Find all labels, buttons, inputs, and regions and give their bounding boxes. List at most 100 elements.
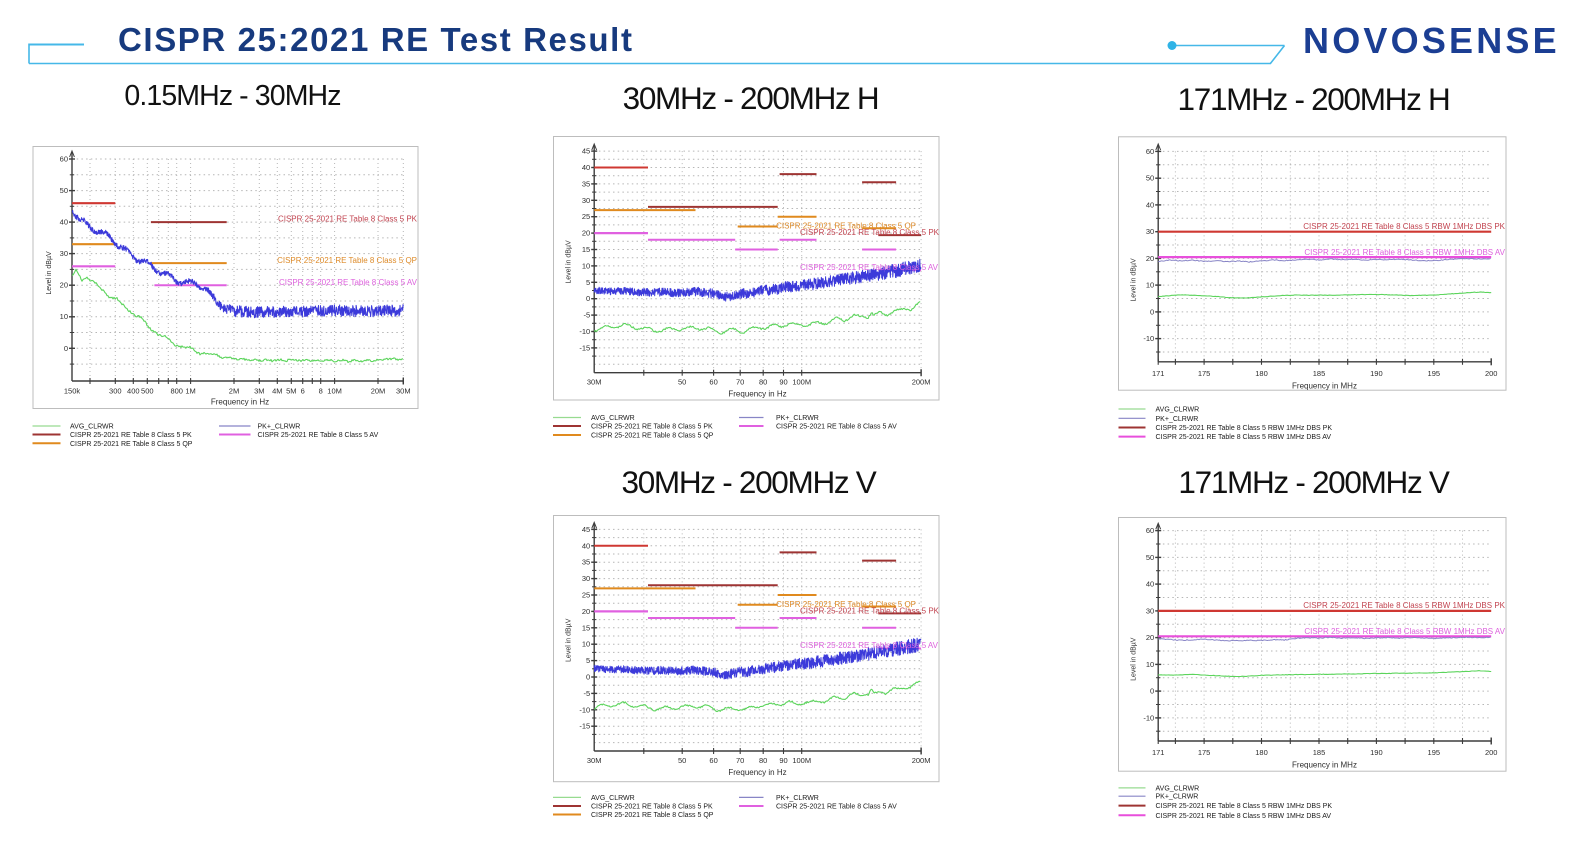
svg-text:CISPR 25-2021 RE Table 8 Class: CISPR 25-2021 RE Table 8 Class 5 RBW 1MH…	[1156, 425, 1333, 432]
svg-text:45: 45	[582, 147, 590, 156]
svg-text:CISPR 25-2021 RE Table 8 Class: CISPR 25-2021 RE Table 8 Class 5 RBW 1MH…	[1304, 627, 1505, 636]
svg-text:AVG_CLRWR: AVG_CLRWR	[591, 795, 635, 802]
svg-text:-10: -10	[1143, 713, 1154, 722]
svg-text:AVG_CLRWR: AVG_CLRWR	[1156, 785, 1200, 792]
svg-text:60: 60	[709, 756, 717, 765]
svg-text:Frequency in Hz: Frequency in Hz	[728, 768, 786, 777]
svg-text:30M: 30M	[396, 387, 411, 396]
svg-text:Frequency in MHz: Frequency in MHz	[1292, 761, 1357, 770]
svg-text:8: 8	[319, 387, 323, 396]
svg-text:200: 200	[1485, 369, 1498, 378]
svg-text:CISPR 25-2021 RE Table 8 Class: CISPR 25-2021 RE Table 8 Class 5 QP	[277, 256, 417, 265]
svg-text:5: 5	[586, 656, 590, 665]
svg-text:10: 10	[60, 312, 68, 321]
svg-text:300: 300	[109, 387, 122, 396]
svg-text:70: 70	[736, 378, 744, 387]
svg-text:10: 10	[1146, 281, 1154, 290]
svg-text:500: 500	[141, 387, 154, 396]
svg-text:AVG_CLRWR: AVG_CLRWR	[70, 424, 114, 431]
svg-text:15: 15	[582, 245, 590, 254]
svg-text:1M: 1M	[185, 387, 195, 396]
svg-text:Level in dBµV: Level in dBµV	[1131, 258, 1138, 302]
svg-text:CISPR 25-2021 RE Table 8 Class: CISPR 25-2021 RE Table 8 Class 5 RBW 1MH…	[1304, 248, 1505, 257]
svg-text:40: 40	[60, 218, 68, 227]
svg-text:30M: 30M	[587, 378, 602, 387]
svg-text:15: 15	[582, 623, 590, 632]
svg-text:60: 60	[1146, 526, 1154, 535]
svg-text:40: 40	[1146, 580, 1154, 589]
svg-text:20: 20	[1146, 254, 1154, 263]
svg-text:3M: 3M	[254, 387, 264, 396]
svg-text:60: 60	[1146, 147, 1154, 156]
svg-text:200M: 200M	[912, 378, 931, 387]
svg-text:40: 40	[582, 163, 590, 172]
svg-text:-10: -10	[579, 705, 590, 714]
svg-text:80: 80	[759, 756, 767, 765]
svg-text:CISPR 25-2021 RE Table 8 Class: CISPR 25-2021 RE Table 8 Class 5 RBW 1MH…	[1303, 601, 1505, 610]
svg-text:45: 45	[582, 525, 590, 534]
svg-text:CISPR 25-2021 RE Table 8 Class: CISPR 25-2021 RE Table 8 Class 5 RBW 1MH…	[1156, 813, 1332, 820]
svg-text:50: 50	[678, 378, 686, 387]
svg-text:70: 70	[736, 756, 744, 765]
svg-text:30: 30	[60, 249, 68, 258]
svg-text:CISPR 25-2021 RE Table 8 Class: CISPR 25-2021 RE Table 8 Class 5 PK	[591, 804, 713, 811]
svg-text:CISPR 25-2021 RE Table 8 Class: CISPR 25-2021 RE Table 8 Class 5 QP	[70, 441, 193, 448]
svg-text:90: 90	[779, 378, 787, 387]
svg-text:10: 10	[1146, 660, 1154, 669]
svg-text:180: 180	[1255, 748, 1268, 757]
svg-text:-15: -15	[579, 343, 590, 352]
svg-text:CISPR 25-2021 RE Table 8 Class: CISPR 25-2021 RE Table 8 Class 5 QP	[591, 433, 714, 440]
svg-text:50: 50	[60, 186, 68, 195]
svg-text:CISPR 25-2021 RE Table 8 Class: CISPR 25-2021 RE Table 8 Class 5 QP	[776, 600, 916, 609]
svg-text:50: 50	[1146, 174, 1154, 183]
svg-text:100M: 100M	[792, 378, 811, 387]
svg-text:90: 90	[779, 756, 787, 765]
svg-text:190: 190	[1370, 369, 1383, 378]
svg-text:0.15MHz - 30MHz: 0.15MHz - 30MHz	[124, 80, 340, 112]
svg-text:80: 80	[759, 378, 767, 387]
svg-text:CISPR 25-2021 RE Table 8 Class: CISPR 25-2021 RE Table 8 Class 5 PK	[591, 424, 713, 431]
svg-text:185: 185	[1313, 369, 1326, 378]
svg-text:CISPR 25-2021 RE Table 8 Class: CISPR 25-2021 RE Table 8 Class 5 PK	[70, 432, 192, 439]
svg-text:4M: 4M	[272, 387, 282, 396]
svg-text:CISPR 25-2021 RE Table 8 Class: CISPR 25-2021 RE Table 8 Class 5 AV	[800, 641, 939, 650]
svg-text:CISPR 25-2021 RE Table 8 Class: CISPR 25-2021 RE Table 8 Class 5 PK	[800, 228, 940, 237]
svg-text:0: 0	[586, 673, 590, 682]
svg-text:6: 6	[301, 387, 305, 396]
svg-text:10: 10	[582, 640, 590, 649]
svg-text:CISPR 25-2021 RE Table 8 Class: CISPR 25-2021 RE Table 8 Class 5 PK	[800, 606, 940, 615]
svg-text:30MHz - 200MHz V: 30MHz - 200MHz V	[621, 464, 876, 500]
svg-text:30: 30	[582, 574, 590, 583]
svg-text:175: 175	[1198, 369, 1211, 378]
svg-text:171: 171	[1152, 369, 1165, 378]
svg-text:-5: -5	[584, 689, 591, 698]
svg-text:Level in dBµV: Level in dBµV	[566, 618, 573, 662]
svg-text:-10: -10	[579, 327, 590, 336]
svg-text:Frequency in Hz: Frequency in Hz	[211, 398, 269, 407]
svg-text:175: 175	[1198, 748, 1211, 757]
svg-text:Level in dBµV: Level in dBµV	[1131, 637, 1138, 681]
svg-text:CISPR 25-2021 RE Table 8 Class: CISPR 25-2021 RE Table 8 Class 5 RBW 1MH…	[1303, 222, 1505, 231]
svg-text:190: 190	[1370, 748, 1383, 757]
svg-text:200: 200	[1485, 748, 1498, 757]
svg-text:PK+_CLRWR: PK+_CLRWR	[1156, 794, 1199, 801]
svg-text:CISPR 25-2021 RE Table 8 Class: CISPR 25-2021 RE Table 8 Class 5 AV	[258, 432, 379, 439]
svg-text:30: 30	[1146, 606, 1154, 615]
svg-text:195: 195	[1428, 369, 1441, 378]
svg-text:PK+_CLRWR: PK+_CLRWR	[258, 424, 301, 431]
svg-text:0: 0	[1150, 307, 1154, 316]
svg-text:30MHz - 200MHz H: 30MHz - 200MHz H	[623, 80, 879, 116]
svg-text:CISPR 25-2021 RE Table 8 Class: CISPR 25-2021 RE Table 8 Class 5 AV	[776, 424, 897, 431]
svg-text:50: 50	[678, 756, 686, 765]
svg-text:0: 0	[586, 294, 590, 303]
svg-text:CISPR 25-2021 RE Table 8 Class: CISPR 25-2021 RE Table 8 Class 5 RBW 1MH…	[1156, 434, 1332, 441]
svg-text:AVG_CLRWR: AVG_CLRWR	[591, 415, 635, 422]
svg-text:CISPR 25-2021 RE Table 8 Class: CISPR 25-2021 RE Table 8 Class 5 AV	[776, 804, 897, 811]
svg-text:CISPR 25-2021 RE Table 8 Class: CISPR 25-2021 RE Table 8 Class 5 AV	[800, 263, 939, 272]
svg-text:CISPR 25-2021 RE Table 8 Class: CISPR 25-2021 RE Table 8 Class 5 QP	[591, 812, 714, 819]
svg-text:200M: 200M	[912, 756, 931, 765]
svg-text:CISPR 25-2021 RE Table 8 Class: CISPR 25-2021 RE Table 8 Class 5 QP	[776, 222, 916, 231]
svg-text:20: 20	[60, 281, 68, 290]
svg-text:20: 20	[582, 607, 590, 616]
svg-text:10M: 10M	[327, 387, 342, 396]
